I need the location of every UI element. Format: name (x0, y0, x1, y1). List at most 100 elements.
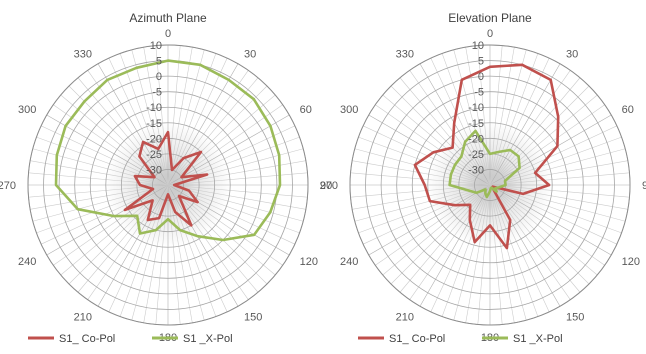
angle-tick-label: 210 (396, 312, 414, 324)
angle-gridline (441, 184, 491, 317)
angle-gridline (453, 49, 491, 186)
angle-gridline (489, 184, 598, 276)
angle-gridline (382, 94, 491, 186)
angle-tick-label: 120 (300, 256, 318, 268)
legend-label: S1_ Co-Pol (389, 333, 445, 345)
radial-gridline (365, 60, 615, 310)
angle-gridline (453, 184, 491, 321)
angle-gridline (489, 148, 626, 186)
angle-gridline (46, 184, 169, 256)
angle-gridline (167, 114, 290, 186)
angle-gridline (477, 184, 491, 325)
radial-tick-label: -20 (468, 133, 484, 145)
angle-tick-label: 120 (622, 256, 640, 268)
angle-gridline (155, 184, 169, 325)
angle-gridline (489, 184, 630, 198)
angle-gridline (167, 184, 193, 323)
chart-title-elevation: Elevation Plane (448, 11, 532, 25)
radial-tick-label: -25 (468, 149, 484, 161)
radial-tick-label: -15 (146, 118, 162, 130)
angle-gridline (68, 85, 169, 186)
radial-gridline (442, 137, 538, 233)
radial-tick-label: 10 (150, 40, 162, 52)
angle-gridline (465, 184, 491, 323)
angle-gridline (155, 45, 169, 186)
radial-tick-label: -30 (468, 164, 484, 176)
radial-gridline (58, 75, 278, 295)
angle-gridline (167, 184, 268, 285)
angle-gridline (390, 184, 491, 285)
angle-gridline (119, 53, 169, 186)
angle-gridline (489, 184, 503, 325)
legend-item-co-pol: S1_ Co-Pol (28, 333, 115, 345)
angle-gridline (489, 184, 605, 266)
angle-gridline (489, 47, 515, 186)
radial-tick-label: -15 (468, 118, 484, 130)
angle-gridline (350, 172, 491, 186)
angle-gridline (167, 184, 276, 276)
angle-gridline (167, 49, 205, 186)
angle-gridline (489, 184, 612, 256)
radial-tick-label: -30 (146, 164, 162, 176)
radial-tick-label: 5 (156, 56, 162, 68)
series-line-co-pol (413, 63, 560, 250)
angle-gridline (489, 63, 561, 186)
angle-gridline (489, 70, 571, 186)
angle-tick-label: 330 (74, 48, 92, 60)
angle-gridline (108, 57, 169, 186)
angle-gridline (489, 184, 581, 293)
angle-gridline (409, 184, 491, 300)
radial-tick-label: -5 (152, 87, 162, 99)
angle-gridline (108, 184, 169, 313)
angle-gridline (167, 172, 308, 186)
legend-item-co-pol: S1_ Co-Pol (358, 333, 445, 345)
angle-gridline (368, 114, 491, 186)
angle-gridline (489, 172, 630, 186)
angle-gridline (375, 184, 491, 266)
angle-gridline (390, 85, 491, 186)
angle-tick-label: 210 (74, 312, 92, 324)
angle-tick-label: 270 (0, 180, 16, 192)
angle-gridline (489, 45, 503, 186)
angle-gridline (97, 184, 169, 307)
legend-label: S1 _X-Pol (183, 333, 233, 345)
legend-item-x-pol: S1 _X-Pol (152, 333, 233, 345)
angle-tick-label: 90 (642, 180, 646, 192)
angle-gridline (489, 160, 628, 186)
angle-gridline (430, 184, 491, 313)
angle-tick-label: 330 (396, 48, 414, 60)
angle-tick-label: 90 (320, 180, 332, 192)
angle-gridline (489, 184, 527, 321)
angle-gridline (77, 77, 169, 186)
angle-gridline (368, 184, 491, 256)
radial-tick-label: 5 (478, 56, 484, 68)
angle-tick-label: 300 (18, 104, 36, 116)
angle-gridline (97, 63, 169, 186)
angle-tick-label: 0 (487, 28, 493, 40)
legend-item-x-pol: S1 _X-Pol (482, 333, 563, 345)
angle-gridline (489, 184, 622, 234)
angle-gridline (489, 114, 612, 186)
angle-gridline (477, 45, 491, 186)
radial-tick-label: -10 (146, 102, 162, 114)
angle-gridline (489, 94, 598, 186)
angle-tick-label: 270 (320, 180, 338, 192)
radial-gridline (427, 122, 553, 248)
angle-gridline (167, 85, 268, 186)
angle-gridline (167, 184, 308, 198)
radial-gridline (396, 91, 584, 279)
outer-ring (27, 44, 309, 326)
angle-gridline (167, 53, 217, 186)
angle-gridline (489, 53, 539, 186)
angle-gridline (87, 70, 169, 186)
angle-tick-label: 0 (165, 28, 171, 40)
angle-gridline (167, 184, 228, 313)
angle-tick-label: 30 (244, 48, 256, 60)
angle-tick-label: 300 (340, 104, 358, 116)
angle-gridline (399, 77, 491, 186)
angle-gridline (409, 70, 491, 186)
angle-gridline (362, 184, 491, 245)
angle-gridline (143, 47, 169, 186)
radial-gridline (89, 106, 247, 264)
radial-gridline (136, 153, 200, 217)
